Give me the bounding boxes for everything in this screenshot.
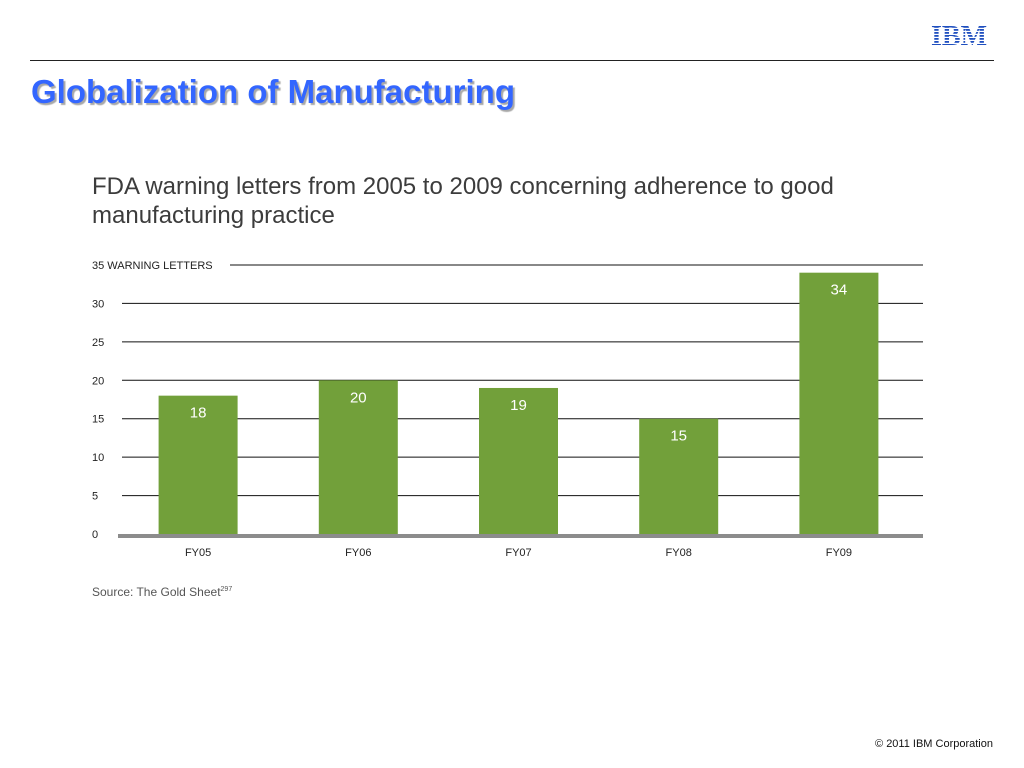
bar	[639, 418, 719, 534]
x-tick-label: FY08	[666, 547, 692, 559]
bar-value-label: 34	[831, 282, 848, 299]
y-tick-label: 30	[92, 298, 104, 310]
header-divider	[30, 60, 994, 61]
bar	[479, 387, 558, 534]
x-tick-label: FY09	[826, 547, 852, 559]
y-tick-label: 25	[92, 337, 104, 349]
ibm-logo: IBM	[931, 21, 987, 50]
y-tick-label: 10	[92, 452, 104, 464]
y-tick-label: 5	[92, 491, 98, 503]
bar-value-label: 18	[190, 405, 207, 422]
bar-value-label: 19	[510, 397, 527, 414]
x-tick-label: FY07	[505, 547, 531, 559]
ibm-logo-text: IBM	[931, 21, 987, 50]
source-footnote-number: 297	[220, 586, 233, 593]
copyright-footer: © 2011 IBM Corporation	[875, 738, 993, 750]
y-tick-label: 15	[92, 414, 104, 426]
slide-title: Globalization of Manufacturing	[31, 73, 515, 110]
bar-value-label: 15	[670, 428, 687, 445]
x-tick-label: FY06	[345, 547, 371, 559]
y-tick-label: 20	[92, 375, 104, 387]
x-axis-baseline	[118, 534, 923, 538]
source-text: Source: The Gold Sheet	[92, 585, 221, 599]
bar	[158, 395, 238, 534]
y-tick-label: 0	[92, 529, 98, 541]
y-tick-label: 35 WARNING LETTERS	[92, 260, 213, 272]
chart-title: FDA warning letters from 2005 to 2009 co…	[92, 173, 834, 229]
bar-value-label: 20	[350, 389, 367, 406]
source-note: Source: The Gold Sheet297	[92, 585, 232, 599]
bar	[799, 272, 879, 534]
bar-chart: 0 5 10 15 20 25 30 35 WARNING LETTERS 18 FY05 20 FY…	[92, 260, 923, 559]
bar	[318, 380, 398, 534]
x-tick-label: FY05	[185, 547, 211, 559]
